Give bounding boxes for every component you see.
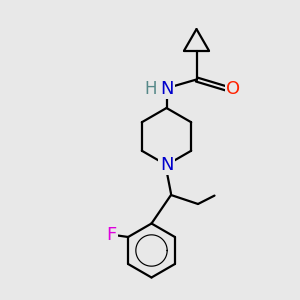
Text: N: N bbox=[160, 156, 173, 174]
Text: O: O bbox=[226, 80, 240, 98]
Text: N: N bbox=[160, 80, 173, 98]
Text: F: F bbox=[106, 226, 117, 244]
Text: H: H bbox=[144, 80, 157, 98]
